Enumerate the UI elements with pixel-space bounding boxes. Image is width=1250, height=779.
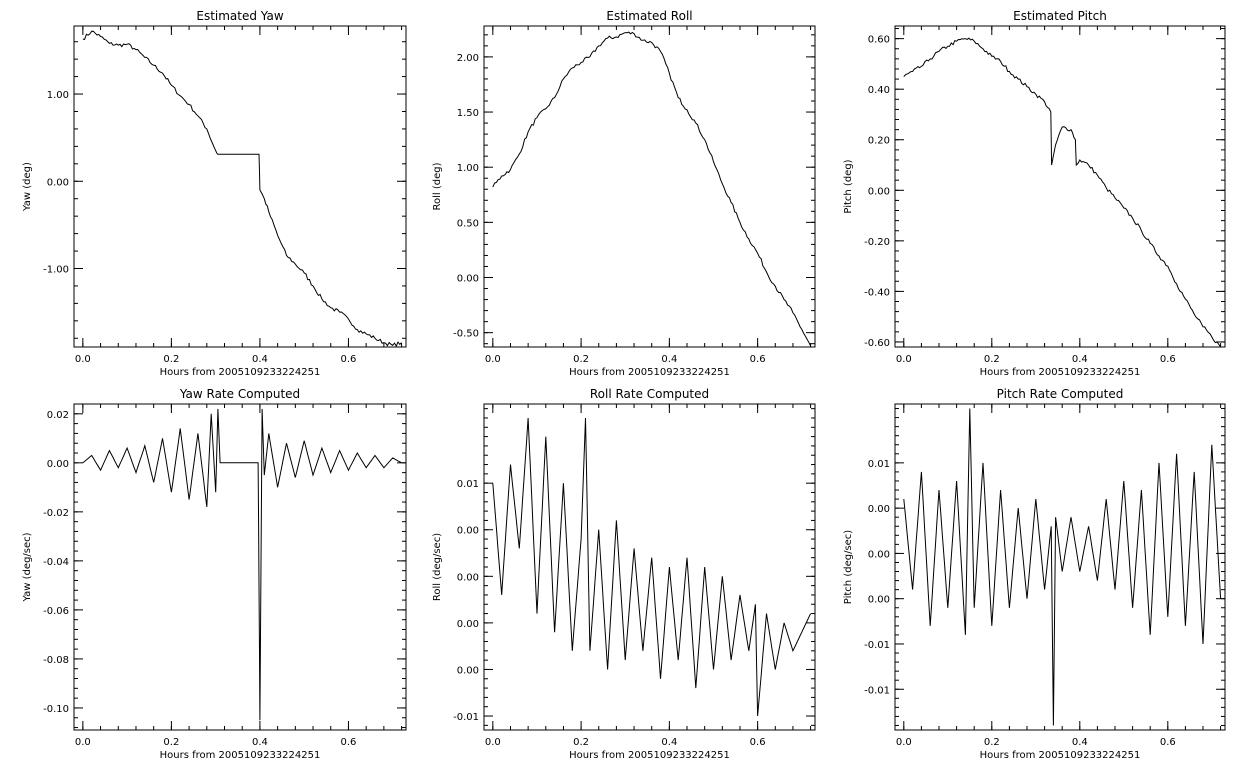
series-line-yaw [82,30,402,348]
panel-pitch-rate: Pitch Rate Computed 0.0 0.2 0.4 0.6 0.01 0.00 0… [843,387,1226,761]
plot-frame [483,25,816,348]
y-tick-label: -0.20 [864,237,890,248]
x-axis-label: Hours from 2005109233224251 [569,367,730,378]
x-tick-label: 0.6 [341,354,357,365]
y-axis-label: Yaw (deg) [22,162,33,212]
x-tick-label: 0.2 [573,737,589,748]
x-tick-label: 0.6 [1160,737,1176,748]
series-line-roll-rate [492,417,812,717]
x-axis-label: Hours from 2005109233224251 [569,750,730,761]
y-tick-label: 0.02 [47,410,69,421]
y-tick-label: 0.50 [457,218,479,229]
series-line-yaw-rate [82,408,402,721]
plot-frame [894,25,1226,348]
chart-title: Estimated Pitch [1013,9,1107,23]
x-tick-label: 0.4 [661,354,677,365]
x-tick-label: 0.4 [1072,737,1088,748]
y-tick-label: 0.60 [868,35,890,46]
panel-roll: Estimated Roll 0.0 0.2 0.4 0.6 2.00 1.50 1.00 0.… [432,9,816,378]
x-tick-label: 0.2 [984,354,1000,365]
x-tick-label: 0.4 [1072,354,1088,365]
x-axis-label: Hours from 2005109233224251 [160,750,321,761]
x-tick-label: 0.6 [750,354,766,365]
chart-title: Yaw Rate Computed [179,387,300,401]
y-tick-label: 0.00 [457,526,479,537]
series-line-roll [492,31,812,347]
y-tick-label: -0.60 [864,338,890,349]
x-tick-label: 0.0 [896,737,912,748]
y-tick-label: 0.01 [868,459,890,470]
x-tick-label: 0.0 [485,354,501,365]
x-tick-label: 0.2 [163,737,179,748]
y-tick-label: 0.00 [457,665,479,676]
y-tick-label: 0.00 [868,549,890,560]
y-tick-label: 1.00 [457,163,479,174]
plot-frame [73,25,407,348]
y-tick-label: -0.01 [864,685,890,696]
x-axis-label: Hours from 2005109233224251 [160,367,321,378]
y-tick-label: 0.00 [457,274,479,285]
x-tick-label: 0.0 [485,737,501,748]
x-tick-label: 0.2 [984,737,1000,748]
x-tick-label: 0.2 [573,354,589,365]
chart-title: Roll Rate Computed [590,387,709,401]
y-axis-label: Yaw (deg/sec) [22,532,33,602]
y-tick-label: 0.20 [868,136,890,147]
y-tick-label: -0.10 [43,704,69,715]
y-tick-label: -0.01 [864,640,890,651]
x-tick-label: 0.4 [252,354,268,365]
chart-title: Pitch Rate Computed [997,387,1124,401]
series-line-pitch-rate [903,408,1222,726]
y-tick-label: 0.00 [868,186,890,197]
plot-frame [894,403,1226,731]
y-tick-label: 0.00 [868,595,890,606]
y-axis-label: Pitch (deg) [843,159,854,213]
plot-frame [73,403,407,731]
y-axis-label: Roll (deg) [432,162,443,210]
y-tick-label: -0.01 [453,712,479,723]
panel-yaw-rate: Yaw Rate Computed 0.0 0.2 0.4 0.6 0.02 0.00 -0.… [22,387,407,761]
x-tick-label: 0.2 [163,354,179,365]
y-tick-label: -0.08 [43,655,69,666]
y-tick-label: 0.00 [457,572,479,583]
y-tick-label: -0.04 [43,557,69,568]
y-axis-label: Roll (deg/sec) [432,533,443,601]
x-tick-label: 0.4 [252,737,268,748]
x-tick-label: 0.6 [341,737,357,748]
x-tick-label: 0.0 [896,354,912,365]
y-axis-label: Pitch (deg/sec) [843,530,854,605]
y-tick-label: 0.00 [47,177,69,188]
x-tick-label: 0.0 [75,354,91,365]
series-line-pitch [903,37,1222,348]
y-tick-label: 0.00 [47,459,69,470]
panel-roll-rate: Roll Rate Computed 0.0 0.2 0.4 0.6 0.01 0.00 0.… [432,387,816,761]
y-tick-label: -1.00 [43,264,69,275]
x-axis-label: Hours from 2005109233224251 [980,367,1141,378]
y-tick-label: 1.00 [47,90,69,101]
y-tick-label: 0.01 [457,479,479,490]
y-tick-label: -0.02 [43,508,69,519]
y-tick-label: 0.00 [868,504,890,515]
x-tick-label: 0.4 [661,737,677,748]
panel-yaw: Estimated Yaw 0.0 0.2 0.4 0.6 1.00 0.00 -1.00 Ho… [22,9,407,378]
chart-title: Estimated Yaw [196,9,283,23]
panel-pitch: Estimated Pitch 0.0 0.2 0.4 0.6 0.60 0.40 0.20 0… [843,9,1226,378]
x-tick-label: 0.0 [75,737,91,748]
y-tick-label: -0.40 [864,287,890,298]
y-tick-label: -0.50 [453,329,479,340]
y-tick-label: 0.40 [868,85,890,96]
y-tick-label: 0.00 [457,619,479,630]
chart-title: Estimated Roll [606,9,692,23]
y-tick-label: 2.00 [457,53,479,64]
y-tick-label: -0.06 [43,606,69,617]
plot-frame [483,403,816,731]
x-tick-label: 0.6 [750,737,766,748]
x-tick-label: 0.6 [1160,354,1176,365]
x-axis-label: Hours from 2005109233224251 [980,750,1141,761]
y-tick-label: 1.50 [457,108,479,119]
